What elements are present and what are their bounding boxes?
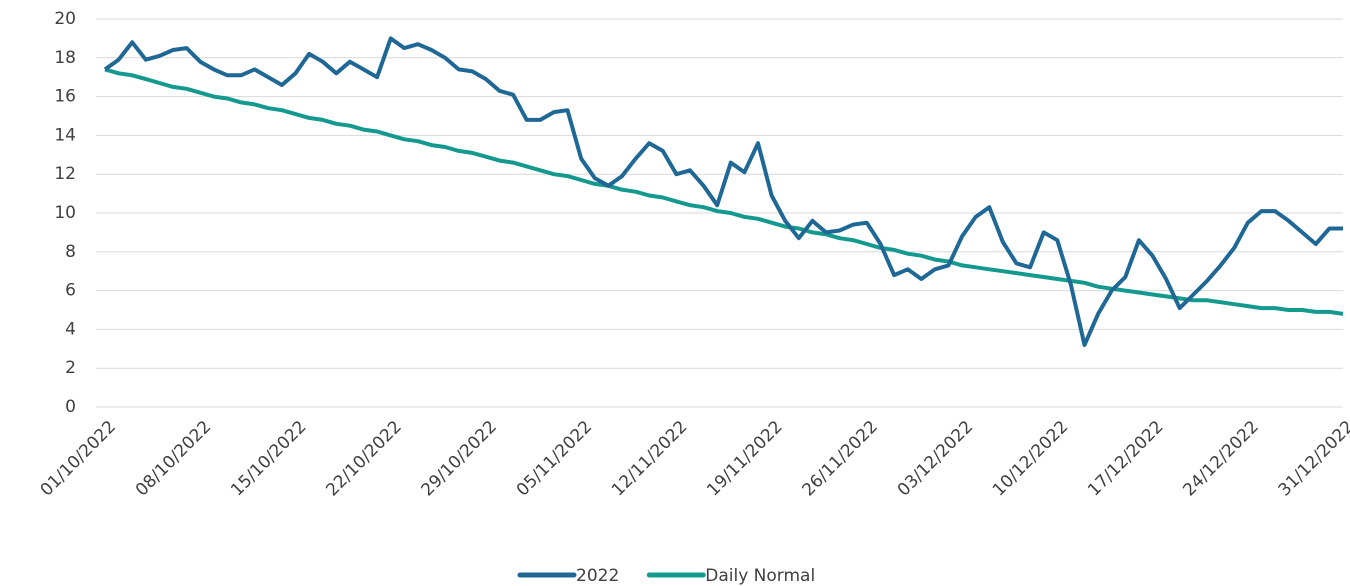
y-tick-label: 16 [54, 87, 76, 107]
x-tick-label: 17/12/2022 [1084, 417, 1167, 500]
x-tick-label: 31/12/2022 [1275, 417, 1350, 500]
x-tick-label: 03/12/2022 [894, 417, 977, 500]
y-tick-label: 8 [65, 242, 76, 262]
x-tick-label: 22/10/2022 [322, 417, 405, 500]
y-tick-label: 12 [54, 164, 76, 184]
x-tick-label: 08/10/2022 [132, 417, 215, 500]
x-tick-label: 19/11/2022 [703, 417, 786, 500]
series-line [104, 67, 1344, 316]
y-tick-label: 14 [54, 125, 76, 145]
x-tick-label: 15/10/2022 [227, 417, 310, 500]
y-tick-label: 20 [54, 9, 76, 29]
x-tick-label: 29/10/2022 [418, 417, 501, 500]
x-tick-label: 01/10/2022 [37, 417, 120, 500]
y-tick-label: 6 [65, 281, 76, 301]
y-tick-label: 18 [54, 48, 76, 68]
x-tick-label: 10/12/2022 [989, 417, 1072, 500]
y-tick-label: 0 [65, 397, 76, 417]
series-line [103, 36, 1343, 347]
x-tick-label: 26/11/2022 [798, 417, 881, 500]
y-tick-label: 4 [65, 319, 76, 339]
x-tick-label: 05/11/2022 [513, 417, 596, 500]
x-tick-label: 12/11/2022 [608, 417, 691, 500]
y-tick-label: 2 [65, 358, 76, 378]
x-tick-label: 24/12/2022 [1179, 417, 1262, 500]
legend-label: 2022 [576, 566, 619, 586]
legend-label: Daily Normal [705, 566, 815, 586]
y-tick-label: 10 [54, 203, 76, 223]
